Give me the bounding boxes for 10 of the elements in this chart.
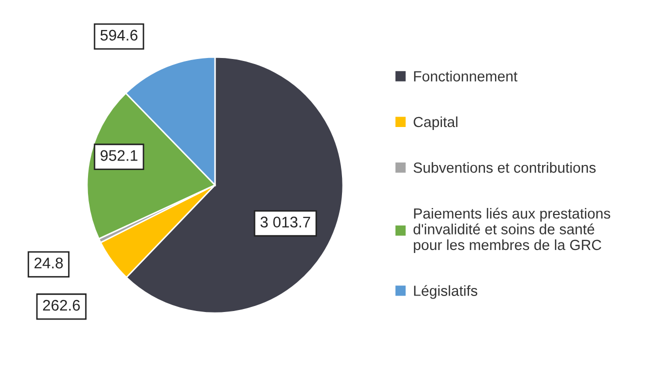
legend-label: Capital (414, 116, 458, 130)
legend-label: Subventions et contributions (414, 162, 596, 173)
data-label: 3 013.7 (260, 216, 310, 228)
data-label: 594.6 (100, 30, 138, 41)
legend-label: Législatifs (414, 285, 478, 299)
data-label: 262.6 (43, 300, 80, 311)
legend-label: Fonctionnement (414, 70, 518, 82)
data-label: 952.1 (100, 150, 138, 161)
legend-label: Paiements liés aux prestations d'invalidité et soins de santé pour les membres de la GRC (414, 208, 610, 253)
data-label: 24.8 (34, 258, 63, 268)
